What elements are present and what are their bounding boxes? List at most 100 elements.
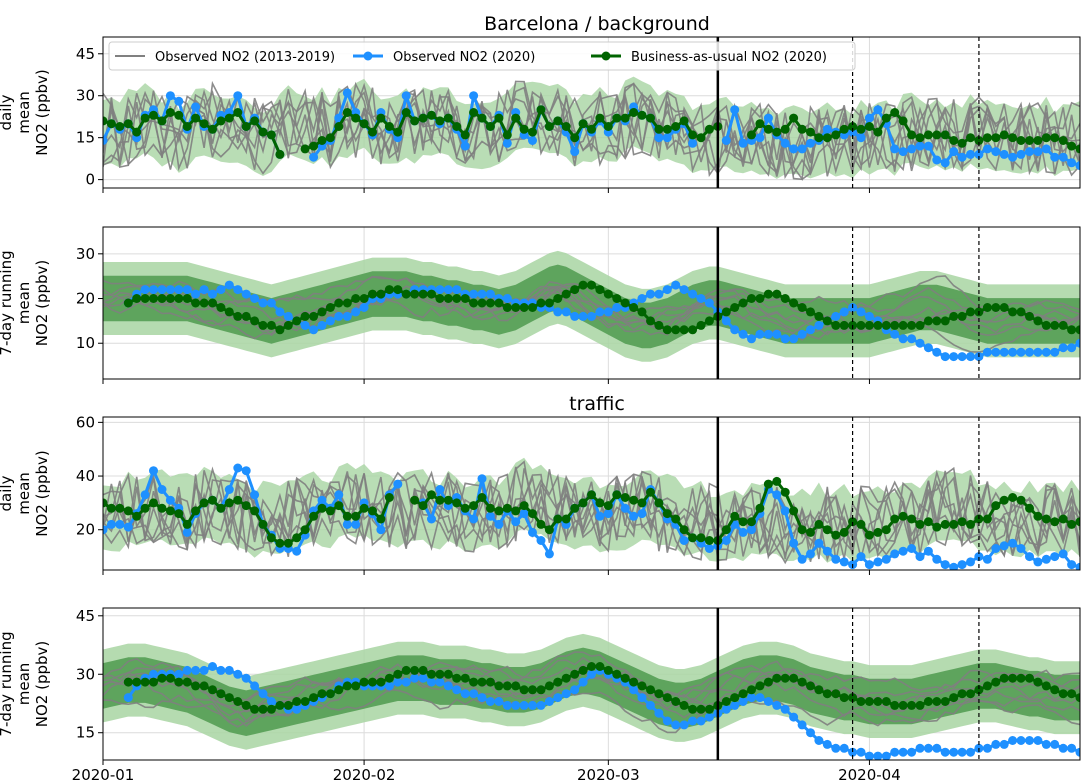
observed-2020-point [738, 138, 748, 148]
bau-2020-point [157, 116, 167, 126]
observed-2020-point [1033, 147, 1043, 157]
bau-2020-point [587, 124, 596, 134]
observed-2020-point [418, 673, 428, 683]
y-tick-label: 40 [76, 467, 95, 485]
y-axis-label-line: 7-day running [0, 631, 15, 736]
observed-2020-point [982, 347, 992, 357]
bau-2020-point [469, 298, 479, 308]
bau-2020-point [325, 689, 335, 699]
observed-2020-point [932, 347, 942, 357]
bau-2020-point [191, 506, 201, 516]
observed-2020-point [704, 712, 714, 722]
bau-2020-point [427, 110, 436, 120]
observed-2020-point [292, 704, 302, 714]
bau-2020-point [881, 525, 891, 535]
observed-2020-point [932, 554, 942, 564]
axes-frame [102, 226, 1081, 380]
observed-2020-point [730, 700, 740, 710]
bau-2020-point [300, 144, 310, 154]
observed-2020-point [1075, 747, 1080, 757]
bau-2020-point [427, 669, 436, 679]
bau-2020-point [991, 303, 1001, 312]
observed-2020-point [991, 147, 1001, 157]
observed-2020-point [258, 689, 268, 699]
bau-2020-point [1075, 517, 1080, 527]
bau-2020-line [103, 111, 282, 155]
bau-2020-point [839, 124, 849, 134]
observed-2020-point [570, 311, 580, 321]
observed-2020-point [907, 747, 917, 757]
observed-2020-point [485, 511, 495, 521]
observed-2020-point [536, 700, 546, 710]
observed-2020-point [957, 152, 967, 162]
observed-2020-point [123, 522, 133, 532]
observed-2020-point [165, 285, 175, 295]
observed-2020-point [991, 544, 1001, 553]
bau-2020-point [216, 689, 226, 699]
observed-2020-point [738, 329, 748, 339]
bau-2020-point [544, 525, 554, 535]
bau-2020-point [511, 506, 521, 516]
observed-2020-point [755, 133, 765, 143]
observed-2020-point [721, 136, 731, 145]
bau-2020-point [393, 127, 403, 137]
bau-2020-point [662, 693, 672, 703]
y-axis-label-line: mean [15, 663, 33, 706]
bau-2020-point [654, 124, 664, 134]
observed-2020-point [1041, 144, 1051, 154]
bau-2020-point [873, 320, 883, 330]
bau-2020-point [250, 506, 260, 516]
observed-2020-point [1041, 554, 1051, 564]
bau-2020-point [199, 119, 209, 129]
bau-2020-point [612, 294, 622, 303]
observed-2020-point [831, 311, 841, 321]
bau-2020-point [839, 527, 849, 537]
observed-2020-point [629, 685, 639, 695]
bau-2020-point [309, 511, 319, 521]
observed-2020-point [662, 285, 672, 295]
observed-2020-point [233, 463, 243, 473]
observed-2020-point [309, 325, 319, 335]
bau-2020-point [704, 536, 714, 545]
bau-2020-point [342, 681, 352, 691]
legend-box [108, 41, 856, 71]
bau-2020-point [511, 113, 521, 123]
observed-2020-point [797, 720, 807, 730]
bau-2020-point [435, 669, 445, 679]
observed-2020-point [1025, 347, 1034, 357]
observed-2020-point [165, 495, 175, 505]
bau-2020-point [1050, 320, 1060, 330]
observed-2020-point [511, 517, 521, 527]
observed-2020-point [435, 485, 445, 494]
bau-2020-point [1075, 325, 1080, 335]
bau-2020-point [679, 700, 689, 710]
observed-2020-point [561, 689, 571, 699]
bau-2020-point [671, 514, 681, 524]
bau-2020-point [165, 108, 175, 117]
bau-2020-point [544, 298, 554, 308]
bau-2020-point [115, 503, 125, 513]
bau-2020-point [309, 311, 319, 321]
observed-2020-point [149, 466, 158, 476]
bau-2020-point [452, 673, 462, 683]
bau-2020-point [696, 320, 706, 330]
bau-2020-point [923, 697, 933, 706]
axes-frame [102, 36, 1081, 189]
title-top: Barcelona / background [484, 13, 710, 35]
observed-2020-point [966, 352, 975, 362]
bau-2020-point [578, 665, 588, 675]
observed-2020-point [208, 662, 217, 671]
observed-2020-point [266, 697, 276, 706]
bau-2020-point [738, 689, 748, 699]
observed-2020-point [182, 285, 192, 295]
bau-2020-point [351, 681, 361, 691]
bau-2020-point [325, 133, 335, 143]
legend-marker [601, 51, 611, 61]
observed-2020-point [325, 316, 335, 326]
bau-2020-point [763, 677, 773, 687]
bau-2020-point [384, 122, 394, 131]
observed-2020-point [182, 665, 192, 675]
observed-2020-point [241, 289, 251, 299]
bau-2020-point [982, 133, 992, 143]
